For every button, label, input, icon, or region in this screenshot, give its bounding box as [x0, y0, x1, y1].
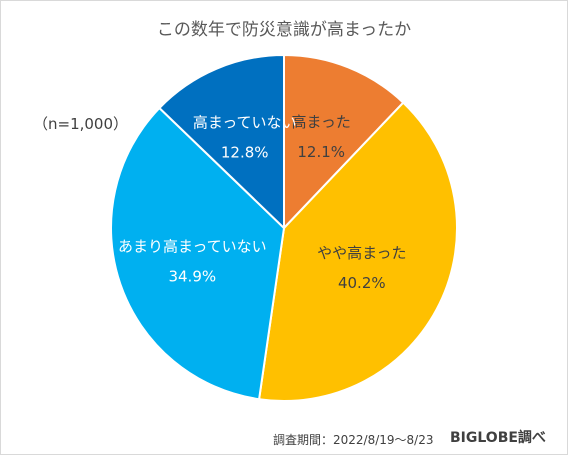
pie-slice-takamatta: [283, 54, 405, 229]
slice-value-label: 34.9%: [168, 267, 216, 285]
source-credit: BIGLOBE調べ: [450, 430, 546, 446]
slice-category-label: 高まっていない: [193, 114, 297, 132]
survey-period: 調査期間：2022/8/19〜8/23: [273, 433, 434, 447]
pie-slice-amari-takamatte-inai: [110, 107, 285, 401]
pie-slice-takamatte-inai: [158, 54, 285, 229]
slice-category-label: あまり高まっていない: [118, 237, 267, 255]
slice-category-label: やや高まった: [317, 244, 406, 262]
slice-category-label: 高まった: [291, 113, 350, 131]
slice-value-label: 12.1%: [297, 143, 345, 161]
slice-value-label: 12.8%: [221, 144, 269, 162]
slice-value-label: 40.2%: [338, 274, 386, 292]
sample-size-note: （n=1,000）: [33, 115, 129, 133]
chart-title: この数年で防災意識が高まったか: [156, 20, 412, 40]
pie-slice-yaya-takamatta: [258, 101, 458, 402]
